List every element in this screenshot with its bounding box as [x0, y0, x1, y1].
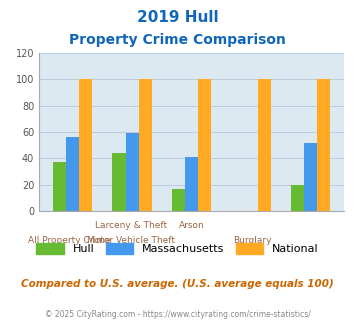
Text: © 2025 CityRating.com - https://www.cityrating.com/crime-statistics/: © 2025 CityRating.com - https://www.city…: [45, 310, 310, 319]
Text: 2019 Hull: 2019 Hull: [137, 10, 218, 25]
Bar: [185, 157, 198, 211]
Bar: [258, 79, 271, 211]
Text: Compared to U.S. average. (U.S. average equals 100): Compared to U.S. average. (U.S. average …: [21, 279, 334, 289]
Text: Property Crime Comparison: Property Crime Comparison: [69, 33, 286, 47]
Text: Burglary: Burglary: [234, 236, 272, 245]
Text: Larceny & Theft: Larceny & Theft: [94, 221, 167, 230]
Bar: [66, 137, 79, 211]
Legend: Hull, Massachusetts, National: Hull, Massachusetts, National: [32, 238, 323, 258]
Bar: [139, 79, 152, 211]
Text: Arson: Arson: [179, 221, 204, 230]
Bar: [53, 162, 66, 211]
Bar: [126, 133, 139, 211]
Text: All Property Crime: All Property Crime: [28, 236, 111, 245]
Bar: [304, 143, 317, 211]
Bar: [198, 79, 211, 211]
Bar: [317, 79, 331, 211]
Bar: [172, 189, 185, 211]
Bar: [79, 79, 92, 211]
Text: Motor Vehicle Theft: Motor Vehicle Theft: [87, 236, 175, 245]
Bar: [291, 185, 304, 211]
Bar: [113, 153, 126, 211]
